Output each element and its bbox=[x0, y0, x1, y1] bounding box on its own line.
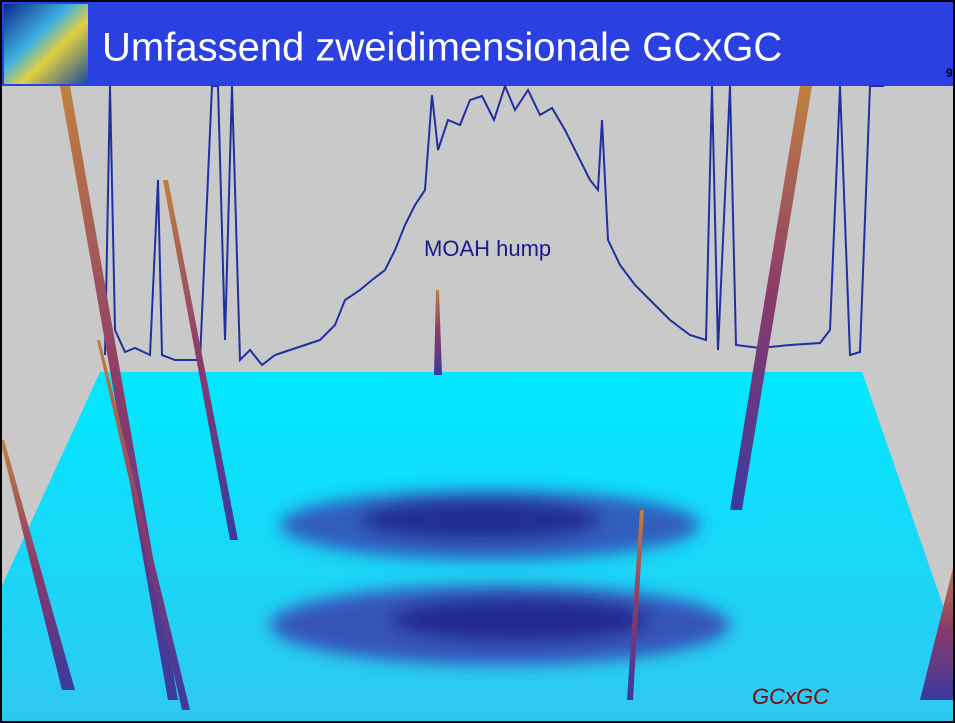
plot-label: GCxGC bbox=[752, 684, 829, 709]
title: Umfassend zweidimensionale GCxGC bbox=[102, 26, 782, 70]
thumbnail bbox=[4, 4, 88, 84]
page-number: 9 bbox=[946, 66, 953, 80]
hump-label: MOAH hump bbox=[424, 236, 551, 261]
slide: Umfassend zweidimensionale GCxGC 9 MOAH … bbox=[0, 0, 955, 723]
